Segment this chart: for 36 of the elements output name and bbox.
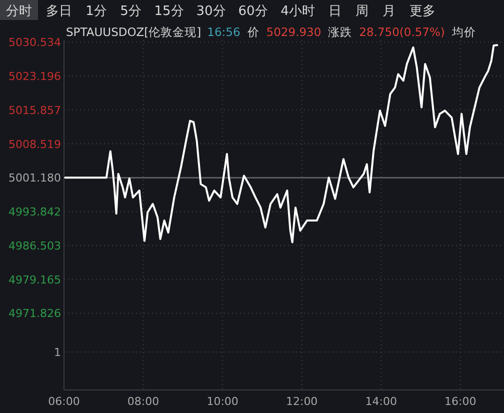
x-tick-label: 12:00 (286, 395, 318, 408)
text: 日 (328, 4, 342, 19)
y-tick-label: 4993.842 (8, 206, 61, 219)
text: 1分 (86, 4, 107, 19)
text: 涨跌 (328, 25, 352, 39)
y-tick-label: 5008.519 (8, 138, 61, 151)
text: 5029.930 (266, 25, 322, 39)
y-tick-label: 5030.534 (8, 36, 61, 50)
text: 均价 (450, 25, 476, 39)
text: 更多 (410, 4, 436, 19)
text: 30分 (196, 4, 226, 19)
x-tick-label: 14:00 (365, 395, 397, 408)
x-tick-label: 08:00 (127, 395, 160, 408)
text: 15分 (154, 4, 184, 19)
y-tick-label: 5015.857 (8, 104, 61, 117)
text: 5分 (120, 4, 142, 19)
text: 1 (54, 346, 61, 359)
chart-title: SPTAUUSDOZ[伦敦金现] (66, 25, 202, 39)
y-tick-label: 4971.826 (8, 307, 61, 320)
text: 16:56 (207, 25, 240, 39)
text: 60分 (238, 4, 268, 19)
line-series (64, 44, 498, 244)
text: 多日 (46, 4, 72, 19)
y-tick-label: 5001.180 (8, 172, 61, 185)
y-tick-label: 4986.503 (8, 239, 61, 252)
text: 28.750(0.57%) (359, 25, 445, 39)
y-tick-label: 5023.196 (8, 70, 61, 84)
text: 4小时 (280, 4, 315, 19)
text: 月 (382, 4, 396, 19)
y-tick-label: 4979.165 (8, 273, 61, 286)
text: 价 (246, 25, 260, 39)
text: 周 (356, 4, 368, 19)
text: 分时 (6, 4, 32, 19)
x-tick-label: 10:00 (206, 395, 238, 408)
x-tick-label: 06:00 (48, 395, 80, 408)
x-tick-label: 16:00 (444, 395, 476, 408)
